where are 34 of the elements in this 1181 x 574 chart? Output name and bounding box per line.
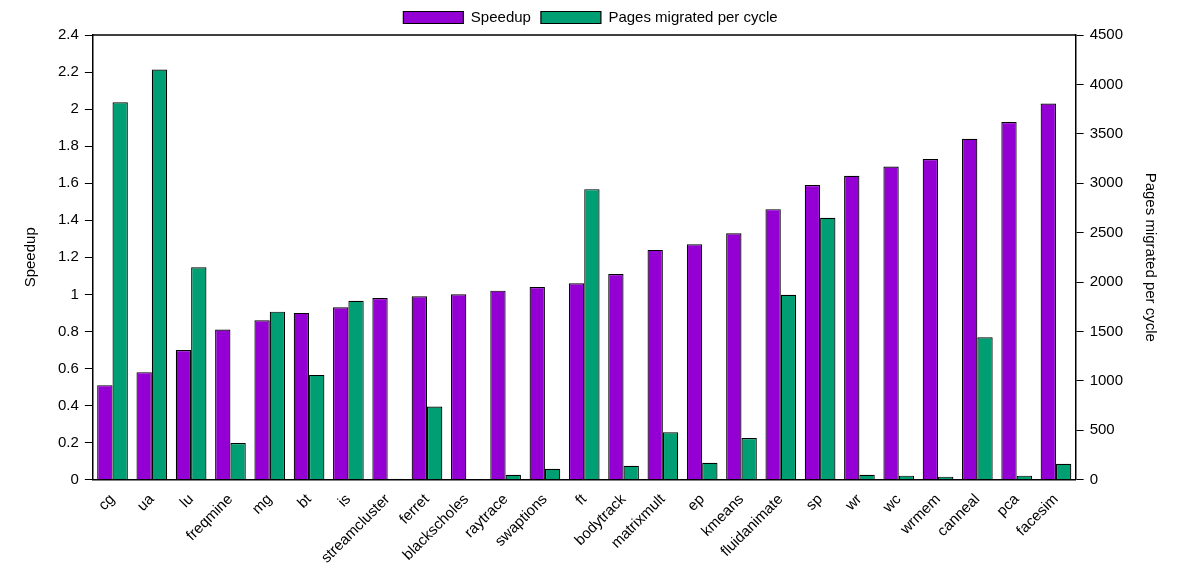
y2-tick-label: 1500 <box>1089 321 1124 339</box>
y2-tick-label: 0 <box>1089 469 1098 487</box>
x-tick-label: ua <box>133 489 158 514</box>
x-tick-label: bt <box>293 489 315 511</box>
y2-tick-label: 3000 <box>1089 173 1124 191</box>
y-tick-label: 2.2 <box>57 62 79 80</box>
y-tick-label: 1.4 <box>57 210 79 228</box>
x-tick-label: wr <box>840 490 865 514</box>
y2-tick-label: 2000 <box>1089 272 1124 290</box>
y-tick-label: 0 <box>70 469 79 487</box>
y-tick-label: 0.2 <box>57 432 79 450</box>
y-tick-label: 2 <box>70 99 79 117</box>
x-tick-label: cg <box>94 490 118 514</box>
y2-tick-label: 500 <box>1089 420 1115 438</box>
y2-tick-label: 1000 <box>1089 370 1124 388</box>
y-tick-label: 1 <box>70 284 79 302</box>
x-tick-label: sp <box>801 490 826 514</box>
legend-label: Speedup <box>470 7 531 25</box>
y-tick-label: 1.6 <box>57 173 79 191</box>
x-tick-label: mg <box>248 490 275 517</box>
x-tick-label: wc <box>878 489 905 516</box>
y2-tick-label: 2500 <box>1089 222 1124 240</box>
y2-tick-label: 4000 <box>1089 74 1124 92</box>
legend-label: Pages migrated per cycle <box>608 7 778 25</box>
y-tick-label: 0.6 <box>57 358 79 376</box>
y-tick-label: 1.2 <box>57 247 79 265</box>
y2-tick-label: 3500 <box>1089 123 1124 141</box>
y-tick-label: 0.4 <box>57 395 79 413</box>
y2-axis-title: Pages migrated per cycle <box>1142 172 1160 342</box>
y-axis-title: Speedup <box>21 227 39 288</box>
y-tick-label: 0.8 <box>57 321 79 339</box>
y-tick-label: 2.4 <box>57 25 79 43</box>
y-tick-label: 1.8 <box>57 136 79 154</box>
y2-tick-label: 4500 <box>1089 25 1124 43</box>
